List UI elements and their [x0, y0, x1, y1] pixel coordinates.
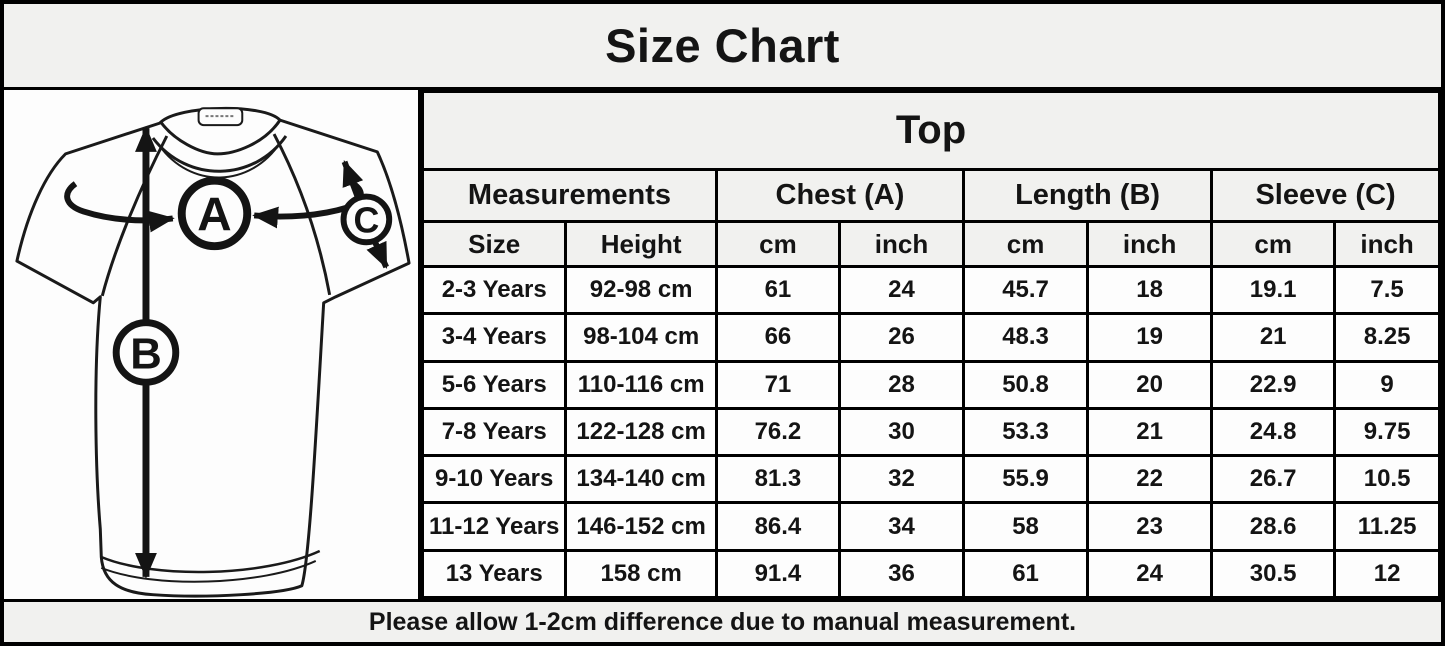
table-cell: 30.5: [1210, 548, 1337, 600]
table-cell: 71: [714, 359, 841, 410]
table-cell: 23: [1086, 501, 1214, 552]
table-cell: 98-104 cm: [564, 312, 718, 363]
table-cell: 21: [1210, 312, 1337, 363]
table-cell: 22: [1086, 454, 1214, 505]
table-cell: 134-140 cm: [564, 454, 718, 505]
chest-marker: A: [177, 176, 252, 251]
table-cell: 53.3: [962, 406, 1090, 458]
table-cell: 146-152 cm: [564, 501, 718, 552]
table-row: 11-12 Years 146-152 cm 86.4 34 58 23 28.…: [420, 501, 1441, 552]
table-cell: 58: [962, 501, 1090, 552]
sleeve-marker: C: [340, 193, 393, 246]
table-cell: 86.4: [714, 501, 841, 552]
table-cell: 22.9: [1210, 359, 1337, 410]
table-cell: 3-4 Years: [420, 312, 568, 363]
group-header-length: Length (B): [962, 168, 1214, 223]
table-cell: 32: [837, 454, 966, 505]
table-cell: 34: [837, 501, 966, 552]
table-cell: 92-98 cm: [564, 264, 718, 316]
group-header-measurements: Measurements: [421, 168, 718, 223]
group-header-sleeve: Sleeve (C): [1210, 168, 1441, 223]
table-cell: 76.2: [714, 406, 841, 458]
tshirt-outline: [15, 106, 411, 598]
table-cell: 36: [837, 548, 966, 600]
column-header-size: Size: [420, 220, 568, 268]
table-group-header-row: Measurements Chest (A) Length (B) Sleeve…: [421, 168, 1441, 223]
table-cell: 50.8: [962, 359, 1090, 410]
table-cell: 9: [1333, 359, 1441, 410]
column-header-length-inch: inch: [1086, 220, 1214, 268]
table-title: Top: [421, 90, 1441, 171]
table-cell: 5-6 Years: [420, 359, 568, 410]
tshirt-measurement-diagram: A B C: [15, 106, 411, 598]
column-header-length-cm: cm: [962, 220, 1090, 268]
column-header-sleeve-cm: cm: [1210, 220, 1337, 268]
column-header-chest-inch: inch: [837, 220, 966, 268]
table-cell: 66: [714, 312, 841, 363]
table-cell: 45.7: [962, 264, 1090, 316]
table-row: 5-6 Years 110-116 cm 71 28 50.8 20 22.9 …: [420, 359, 1441, 410]
table-cell: 2-3 Years: [420, 264, 568, 316]
table-cell: 30: [837, 406, 966, 458]
table-row: 2-3 Years 92-98 cm 61 24 45.7 18 19.1 7.…: [420, 264, 1441, 316]
table-cell: 26: [837, 312, 966, 363]
column-header-sleeve-inch: inch: [1333, 220, 1441, 268]
table-cell: 81.3: [714, 454, 841, 505]
content-area: A B C: [4, 90, 1441, 600]
length-marker-label: B: [130, 329, 162, 378]
table-cell: 28.6: [1210, 501, 1337, 552]
table-cell: 7.5: [1333, 264, 1441, 316]
table-cell: 19: [1086, 312, 1214, 363]
table-cell: 24: [837, 264, 966, 316]
table-cell: 28: [837, 359, 966, 410]
table-cell: 18: [1086, 264, 1214, 316]
table-row: 13 Years 158 cm 91.4 36 61 24 30.5 12: [420, 548, 1441, 600]
illustration-panel: A B C: [4, 90, 421, 599]
column-header-height: Height: [564, 220, 718, 268]
sleeve-marker-label: C: [353, 200, 379, 240]
table-cell: 9-10 Years: [420, 454, 568, 505]
table-cell: 11-12 Years: [420, 501, 568, 552]
neck-label: [197, 107, 244, 127]
table-title-row: Top: [421, 90, 1441, 171]
table-cell: 13 Years: [420, 548, 568, 600]
table-cell: 10.5: [1333, 454, 1441, 505]
column-header-chest-cm: cm: [714, 220, 841, 268]
chest-marker-label: A: [197, 188, 231, 241]
page-title: Size Chart: [605, 19, 840, 72]
measurement-note: Please allow 1-2cm difference due to man…: [368, 607, 1077, 636]
table-cell: 91.4: [714, 548, 841, 600]
table-row: 9-10 Years 134-140 cm 81.3 32 55.9 22 26…: [420, 454, 1441, 505]
table-cell: 11.25: [1333, 501, 1441, 552]
table-cell: 55.9: [962, 454, 1090, 505]
footer-bar: Please allow 1-2cm difference due to man…: [4, 599, 1441, 642]
table-cell: 19.1: [1210, 264, 1337, 316]
size-table: Top Measurements Chest (A) Length (B) Sl…: [420, 90, 1441, 600]
table-row: 3-4 Years 98-104 cm 66 26 48.3 19 21 8.2…: [420, 312, 1441, 363]
table-row: 7-8 Years 122-128 cm 76.2 30 53.3 21 24.…: [420, 406, 1441, 458]
table-cell: 24: [1086, 548, 1214, 600]
table-cell: 7-8 Years: [420, 406, 568, 458]
table-cell: 122-128 cm: [564, 406, 718, 458]
table-cell: 21: [1086, 406, 1214, 458]
table-cell: 8.25: [1333, 312, 1441, 363]
table-cell: 12: [1333, 548, 1441, 600]
table-subheader-row: Size Height cm inch cm inch cm inch: [420, 220, 1441, 268]
group-header-chest: Chest (A): [714, 168, 966, 223]
table-cell: 110-116 cm: [564, 359, 718, 410]
table-cell: 61: [962, 548, 1090, 600]
table-cell: 61: [714, 264, 841, 316]
title-bar: Size Chart: [4, 4, 1441, 90]
table-cell: 9.75: [1333, 406, 1441, 458]
table-cell: 26.7: [1210, 454, 1337, 505]
table-cell: 48.3: [962, 312, 1090, 363]
table-cell: 158 cm: [564, 548, 718, 600]
length-marker: B: [112, 319, 180, 386]
table-cell: 20: [1086, 359, 1214, 410]
size-table-panel: Top Measurements Chest (A) Length (B) Sl…: [420, 90, 1441, 600]
table-cell: 24.8: [1210, 406, 1337, 458]
